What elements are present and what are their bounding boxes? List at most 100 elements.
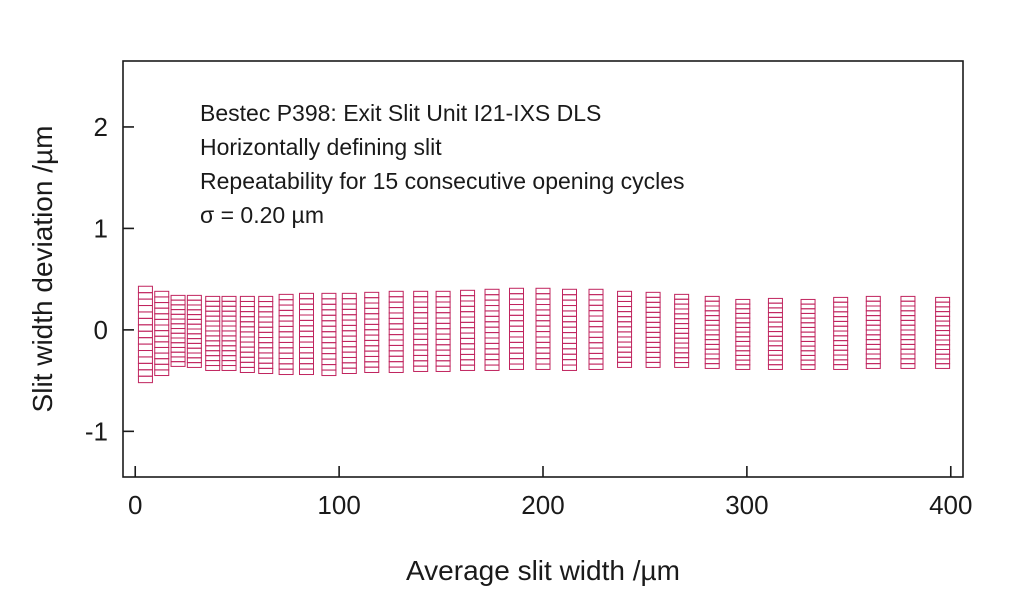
- data-point: [258, 352, 274, 359]
- data-point: [509, 347, 524, 354]
- data-point: [509, 336, 524, 343]
- y-tick-label: 1: [94, 213, 108, 243]
- data-point: [321, 298, 337, 305]
- data-point: [588, 294, 604, 301]
- data-point: [137, 362, 153, 371]
- data-point: [364, 313, 380, 320]
- data-point: [435, 365, 451, 372]
- data-point: [617, 346, 633, 353]
- data-point: [186, 309, 202, 316]
- data-point: [170, 346, 186, 353]
- data-point: [258, 295, 274, 303]
- y-tick-label: -1: [85, 416, 108, 446]
- data-point: [767, 350, 783, 356]
- data-point: [137, 317, 153, 326]
- data-point: [484, 299, 500, 307]
- data-point: [800, 308, 816, 314]
- data-point: [221, 310, 237, 317]
- data-point: [484, 326, 500, 334]
- data-point: [435, 349, 451, 356]
- data-point: [509, 331, 524, 338]
- data-point: [645, 351, 661, 358]
- data-point: [299, 341, 314, 348]
- data-point: [900, 358, 916, 365]
- data-point: [735, 308, 751, 314]
- data-point: [588, 326, 604, 333]
- data-point: [617, 311, 633, 318]
- data-point: [170, 332, 186, 339]
- data-point: [435, 317, 451, 324]
- data-point: [278, 331, 294, 338]
- data-point: [935, 320, 951, 327]
- data-point: [170, 323, 186, 330]
- y-axis-label: Slit width deviation /µm: [27, 126, 58, 413]
- data-point: [935, 325, 951, 332]
- data-point: [186, 299, 202, 306]
- y-tick-label: 0: [94, 315, 108, 345]
- data-point: [186, 362, 202, 368]
- data-point: [833, 335, 849, 342]
- data-point: [535, 320, 551, 327]
- data-point: [735, 340, 751, 347]
- data-point: [935, 353, 951, 360]
- data-point: [186, 323, 202, 330]
- data-point: [935, 296, 951, 303]
- data-point: [170, 356, 186, 363]
- data-point: [388, 290, 404, 298]
- data-point: [674, 327, 690, 334]
- data-point: [588, 363, 604, 370]
- data-point: [321, 320, 337, 327]
- data-point: [321, 292, 337, 300]
- data-point: [239, 300, 255, 308]
- data-point: [278, 299, 294, 306]
- data-point: [935, 315, 951, 322]
- data-point: [137, 330, 153, 339]
- data-point: [321, 303, 337, 311]
- data-point: [562, 364, 577, 371]
- x-tick-label: 400: [929, 490, 972, 520]
- data-point: [413, 317, 429, 324]
- data-point: [645, 356, 661, 363]
- data-point: [460, 321, 476, 329]
- data-point: [865, 343, 881, 350]
- data-point: [278, 341, 294, 349]
- data-point: [704, 348, 720, 355]
- data-point: [388, 296, 404, 303]
- data-point: [674, 342, 690, 349]
- data-point: [645, 336, 661, 343]
- data-point: [535, 331, 551, 338]
- data-point: [205, 340, 221, 347]
- data-point: [588, 352, 604, 360]
- data-point: [865, 315, 881, 321]
- data-point: [704, 339, 720, 345]
- data-point: [617, 341, 633, 348]
- data-point: [460, 289, 476, 297]
- data-point: [900, 329, 916, 336]
- annotation-line-1: Bestec P398: Exit Slit Unit I21-IXS DLS: [200, 100, 601, 126]
- data-point: [800, 322, 816, 328]
- data-point: [562, 315, 577, 323]
- data-point: [484, 288, 500, 296]
- data-point: [186, 357, 202, 364]
- data-point: [900, 363, 916, 369]
- data-point: [800, 364, 816, 370]
- data-point: [767, 345, 783, 351]
- data-point: [299, 314, 314, 321]
- data-point: [509, 363, 524, 370]
- data-point: [435, 333, 451, 340]
- data-point: [413, 322, 429, 330]
- data-point: [767, 302, 783, 309]
- data-point: [154, 352, 170, 360]
- data-point: [221, 335, 237, 342]
- data-point: [865, 339, 881, 345]
- data-point: [137, 292, 153, 300]
- data-point: [674, 318, 690, 325]
- data-point: [800, 336, 816, 342]
- data-point: [154, 346, 170, 354]
- data-point: [364, 339, 380, 347]
- data-point: [674, 313, 690, 320]
- data-point: [509, 352, 524, 360]
- data-point: [645, 306, 661, 313]
- data-point: [170, 337, 186, 344]
- data-point: [674, 347, 690, 354]
